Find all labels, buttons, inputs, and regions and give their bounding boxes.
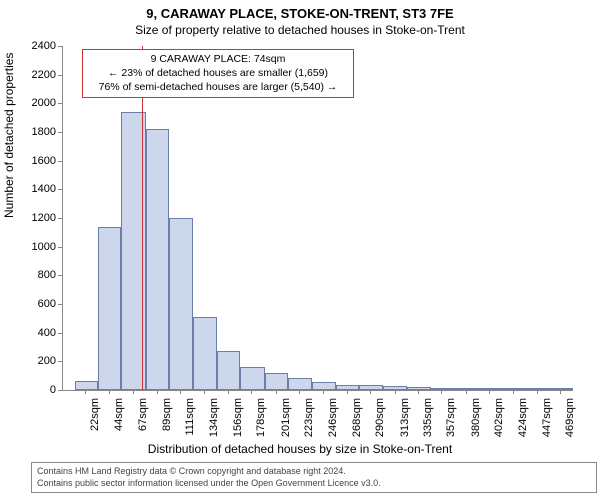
histogram-bar xyxy=(193,317,217,390)
x-tick-label: 178sqm xyxy=(255,398,267,437)
x-tick xyxy=(204,390,205,394)
y-tick xyxy=(58,161,62,162)
x-tick-label: 67sqm xyxy=(137,398,149,431)
y-tick-label: 400 xyxy=(16,327,56,339)
chart-container: 9, CARAWAY PLACE, STOKE-ON-TRENT, ST3 7F… xyxy=(0,0,600,500)
histogram-bar xyxy=(359,385,382,390)
histogram-bar xyxy=(240,367,264,390)
histogram-bar xyxy=(98,227,121,390)
x-tick xyxy=(418,390,419,394)
x-tick xyxy=(370,390,371,394)
y-tick-label: 200 xyxy=(16,355,56,367)
histogram-bar xyxy=(336,385,359,390)
x-tick-label: 335sqm xyxy=(422,398,434,437)
y-axis-label: Number of detached properties xyxy=(2,53,16,218)
x-tick-label: 447sqm xyxy=(541,398,553,437)
histogram-bar xyxy=(288,378,311,390)
y-tick xyxy=(58,189,62,190)
y-tick-label: 2200 xyxy=(16,69,56,81)
x-tick xyxy=(228,390,229,394)
y-tick-label: 1000 xyxy=(16,241,56,253)
x-tick xyxy=(395,390,396,394)
x-tick-label: 357sqm xyxy=(445,398,457,437)
x-tick xyxy=(537,390,538,394)
histogram-bar xyxy=(478,388,501,390)
y-tick-label: 1400 xyxy=(16,183,56,195)
y-tick xyxy=(58,333,62,334)
x-tick xyxy=(251,390,252,394)
y-tick xyxy=(58,361,62,362)
y-tick-label: 0 xyxy=(16,384,56,396)
y-tick xyxy=(58,247,62,248)
histogram-bar xyxy=(407,387,430,390)
x-tick-label: 134sqm xyxy=(208,398,220,437)
x-axis-label: Distribution of detached houses by size … xyxy=(0,442,600,456)
annotation-line: 9 CARAWAY PLACE: 74sqm xyxy=(86,52,350,66)
histogram-bar xyxy=(312,382,336,390)
y-tick-label: 1600 xyxy=(16,155,56,167)
histogram-bar xyxy=(550,388,573,390)
y-tick-label: 600 xyxy=(16,298,56,310)
x-tick-label: 89sqm xyxy=(161,398,173,431)
histogram-bar xyxy=(502,388,525,390)
x-tick xyxy=(560,390,561,394)
x-tick xyxy=(466,390,467,394)
x-tick-label: 156sqm xyxy=(232,398,244,437)
chart-title-main: 9, CARAWAY PLACE, STOKE-ON-TRENT, ST3 7F… xyxy=(0,0,600,21)
x-tick-label: 313sqm xyxy=(399,398,411,437)
y-tick-label: 2000 xyxy=(16,97,56,109)
y-tick-label: 1800 xyxy=(16,126,56,138)
x-tick-label: 246sqm xyxy=(327,398,339,437)
x-tick-label: 380sqm xyxy=(470,398,482,437)
x-tick xyxy=(299,390,300,394)
license-line-2: Contains public sector information licen… xyxy=(37,478,591,490)
x-tick-label: 44sqm xyxy=(113,398,125,431)
histogram-bar xyxy=(217,351,240,390)
chart-title-sub: Size of property relative to detached ho… xyxy=(0,23,600,37)
x-tick xyxy=(513,390,514,394)
license-box: Contains HM Land Registry data © Crown c… xyxy=(31,462,597,493)
x-tick-label: 223sqm xyxy=(303,398,315,437)
x-tick xyxy=(85,390,86,394)
y-tick xyxy=(58,75,62,76)
x-tick xyxy=(441,390,442,394)
histogram-bar xyxy=(169,218,192,390)
y-tick xyxy=(58,46,62,47)
x-tick-label: 424sqm xyxy=(517,398,529,437)
x-tick xyxy=(276,390,277,394)
x-tick-label: 469sqm xyxy=(564,398,576,437)
annotation-box: 9 CARAWAY PLACE: 74sqm← 23% of detached … xyxy=(82,49,354,98)
x-tick-label: 111sqm xyxy=(184,398,196,436)
y-tick xyxy=(58,275,62,276)
x-tick-label: 402sqm xyxy=(493,398,505,437)
histogram-bar xyxy=(75,381,98,390)
annotation-line: ← 23% of detached houses are smaller (1,… xyxy=(86,66,350,80)
x-tick xyxy=(489,390,490,394)
y-tick-label: 1200 xyxy=(16,212,56,224)
plot-area xyxy=(62,46,573,391)
x-tick-label: 201sqm xyxy=(280,398,292,437)
x-tick-label: 290sqm xyxy=(374,398,386,437)
annotation-line: 76% of semi-detached houses are larger (… xyxy=(86,80,350,94)
y-tick xyxy=(58,304,62,305)
y-tick-label: 800 xyxy=(16,269,56,281)
x-tick-label: 268sqm xyxy=(351,398,363,437)
x-tick xyxy=(109,390,110,394)
license-line-1: Contains HM Land Registry data © Crown c… xyxy=(37,466,591,478)
x-tick-label: 22sqm xyxy=(89,398,101,431)
y-tick xyxy=(58,390,62,391)
y-tick xyxy=(58,218,62,219)
x-tick xyxy=(157,390,158,394)
marker-line xyxy=(142,46,143,390)
x-tick xyxy=(323,390,324,394)
y-tick xyxy=(58,132,62,133)
x-tick xyxy=(347,390,348,394)
histogram-bar xyxy=(431,388,454,390)
x-tick xyxy=(133,390,134,394)
histogram-bar xyxy=(146,129,169,390)
y-tick xyxy=(58,103,62,104)
y-tick-label: 2400 xyxy=(16,40,56,52)
x-tick xyxy=(180,390,181,394)
histogram-bar xyxy=(265,373,288,390)
